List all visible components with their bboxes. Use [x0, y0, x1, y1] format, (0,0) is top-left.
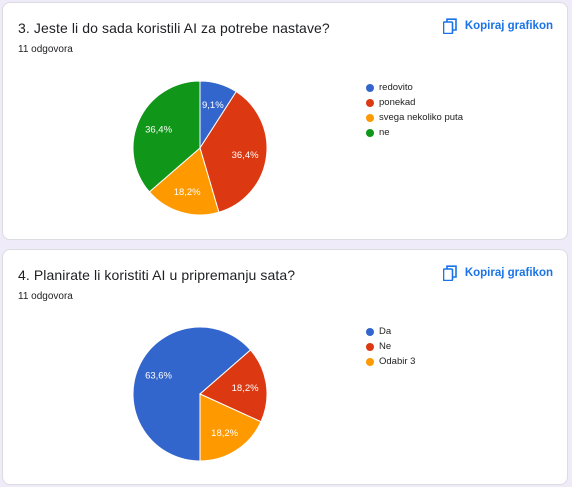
- legend-label: Da: [379, 326, 392, 337]
- legend-label: Ne: [379, 341, 392, 352]
- slice-value-label: 18,2%: [232, 383, 259, 394]
- slice-value-label: 18,2%: [174, 187, 201, 198]
- pie-slice-da: [132, 326, 252, 462]
- slice-value-label: 36,4%: [145, 125, 172, 136]
- legend-swatch: [366, 83, 374, 92]
- copy-chart-label: Kopiraj grafikon: [464, 20, 553, 32]
- legend-item: Da: [366, 324, 415, 339]
- pie-chart: 9,1% 36,4% 18,2% 36,4%: [132, 80, 268, 216]
- response-count: 11 odgovora: [18, 291, 73, 302]
- legend-swatch: [366, 128, 374, 137]
- pie-slice-svega-nekoliko-puta: [148, 147, 220, 216]
- chart-legend: Da Ne Odabir 3: [366, 324, 415, 369]
- pie-chart: 63,6% 18,2% 18,2%: [132, 326, 268, 462]
- question-title: 3. Jeste li do sada koristili AI za potr…: [18, 20, 330, 36]
- legend-swatch: [366, 342, 374, 351]
- legend-swatch: [366, 357, 374, 366]
- legend-swatch: [366, 113, 374, 122]
- legend-swatch: [366, 98, 374, 107]
- legend-item: redovito: [366, 80, 463, 95]
- copy-icon: [442, 265, 457, 281]
- legend-item: ponekad: [366, 95, 463, 110]
- pie-slice-ne: [132, 80, 201, 193]
- question-title: 4. Planirate li koristiti AI u pripreman…: [18, 267, 296, 283]
- pie-slice-odabir-3: [199, 393, 262, 462]
- legend-label: ponekad: [379, 97, 416, 108]
- legend-label: svega nekoliko puta: [379, 112, 463, 123]
- copy-chart-button[interactable]: Kopiraj grafikon: [442, 18, 553, 34]
- response-count: 11 odgovora: [18, 44, 73, 55]
- slice-value-label: 18,2%: [211, 428, 238, 439]
- chart-legend: redovito ponekad svega nekoliko puta ne: [366, 80, 463, 140]
- pie-slice-ne: [199, 349, 268, 423]
- legend-item: Odabir 3: [366, 354, 415, 369]
- legend-swatch: [366, 327, 374, 336]
- pie-slice-ponekad: [199, 90, 268, 213]
- legend-label: redovito: [379, 82, 413, 93]
- slice-value-label: 63,6%: [145, 371, 172, 382]
- copy-icon: [442, 18, 457, 34]
- legend-item: ne: [366, 125, 463, 140]
- legend-label: Odabir 3: [379, 356, 416, 367]
- copy-chart-button[interactable]: Kopiraj grafikon: [442, 265, 553, 281]
- legend-label: ne: [379, 127, 390, 138]
- slice-value-label: 9,1%: [202, 100, 224, 111]
- question-card-4: 4. Planirate li koristiti AI u pripreman…: [2, 249, 568, 485]
- legend-item: svega nekoliko puta: [366, 110, 463, 125]
- slice-value-label: 36,4%: [232, 150, 259, 161]
- copy-chart-label: Kopiraj grafikon: [464, 267, 553, 279]
- legend-item: Ne: [366, 339, 415, 354]
- question-card-3: 3. Jeste li do sada koristili AI za potr…: [2, 2, 568, 240]
